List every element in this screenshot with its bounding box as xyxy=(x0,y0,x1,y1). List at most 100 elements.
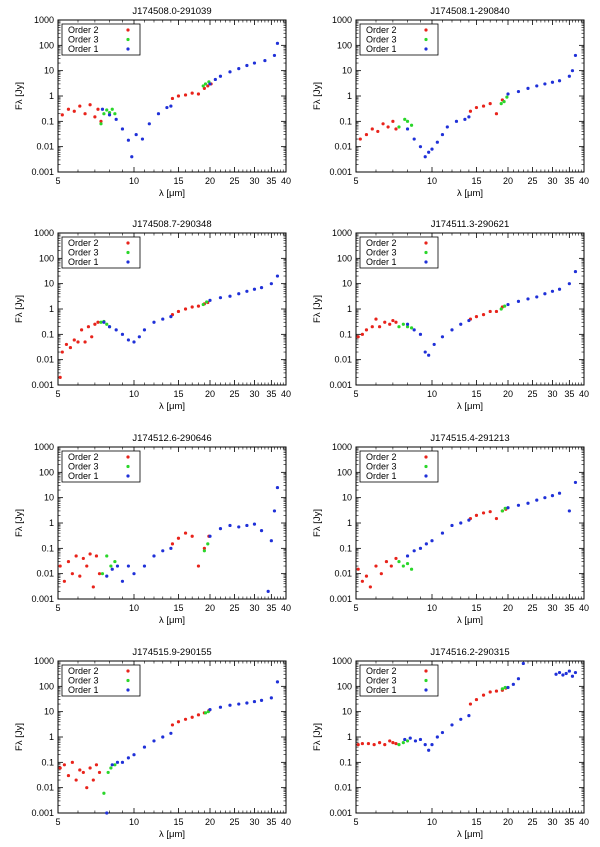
data-point xyxy=(557,491,562,495)
legend-marker xyxy=(126,28,130,32)
data-point xyxy=(412,328,416,332)
data-point xyxy=(550,289,555,293)
data-point xyxy=(401,322,405,326)
x-tick-label: 25 xyxy=(527,389,537,399)
x-tick-label: 20 xyxy=(205,603,215,613)
data-point xyxy=(132,753,136,757)
data-point xyxy=(503,506,507,510)
y-tick-label: 1 xyxy=(347,732,352,742)
data-point xyxy=(383,743,387,747)
data-point xyxy=(115,564,120,568)
panel: J174512.6-290646 0.001 0.01 0.1 1 10 100 1000 5 1… xyxy=(14,433,291,626)
y-tick-label: 1000 xyxy=(34,442,54,452)
data-point xyxy=(377,741,382,745)
y-tick-label: 0.1 xyxy=(339,757,352,767)
data-point xyxy=(208,708,212,712)
data-point xyxy=(405,739,410,743)
data-point xyxy=(409,123,414,127)
data-point xyxy=(424,542,428,546)
x-tick-label: 35 xyxy=(564,603,574,613)
data-point xyxy=(570,69,575,73)
y-tick-label: 0.001 xyxy=(31,808,54,818)
data-point xyxy=(377,325,382,329)
legend-marker xyxy=(424,241,428,245)
data-point xyxy=(368,585,372,589)
x-tick-label: 10 xyxy=(129,176,139,186)
data-point xyxy=(435,735,439,739)
data-point xyxy=(409,567,414,571)
data-point xyxy=(573,269,578,274)
series-order-2 xyxy=(356,507,508,589)
x-tick-label: 35 xyxy=(564,176,574,186)
data-point xyxy=(413,739,418,743)
x-tick-label: 15 xyxy=(173,389,183,399)
data-point xyxy=(176,536,181,540)
legend-marker xyxy=(126,464,130,469)
data-point xyxy=(397,125,401,129)
data-point xyxy=(99,119,103,123)
data-point xyxy=(467,115,471,119)
data-point xyxy=(156,112,161,116)
x-tick-label: 15 xyxy=(471,176,481,186)
y-axis-label: Fλ [Jy] xyxy=(14,723,25,751)
series-order-3 xyxy=(397,304,507,330)
x-tick-label: 25 xyxy=(229,176,239,186)
series-order-1 xyxy=(403,661,578,752)
x-tick-label: 5 xyxy=(55,603,60,613)
data-point xyxy=(176,94,181,98)
data-point xyxy=(430,147,434,151)
data-point xyxy=(202,549,206,553)
y-tick-label: 0.01 xyxy=(334,783,352,793)
data-point xyxy=(405,561,410,566)
data-point xyxy=(110,763,114,767)
data-point xyxy=(72,338,76,342)
data-point xyxy=(468,702,473,706)
data-point xyxy=(494,112,499,116)
data-point xyxy=(109,564,113,568)
y-tick-label: 1 xyxy=(49,518,54,528)
data-point xyxy=(573,670,578,675)
y-tick-label: 0.01 xyxy=(36,142,54,152)
data-point xyxy=(440,335,445,339)
data-point xyxy=(62,763,66,767)
series-order-2 xyxy=(356,305,504,339)
legend-marker xyxy=(126,455,130,459)
y-tick-label: 1000 xyxy=(34,228,54,238)
data-point xyxy=(115,760,120,764)
data-point xyxy=(494,689,499,693)
panel-title: J174508.0-291039 xyxy=(132,6,211,17)
data-point xyxy=(499,307,503,311)
y-axis-label: Fλ [Jy] xyxy=(312,295,323,323)
data-point xyxy=(66,559,71,564)
data-point xyxy=(450,328,454,332)
data-point xyxy=(72,109,76,113)
data-point xyxy=(58,564,62,568)
data-point xyxy=(356,743,360,747)
data-point xyxy=(96,320,100,324)
y-tick-label: 10 xyxy=(342,279,352,289)
data-point xyxy=(66,773,71,778)
data-point xyxy=(196,564,201,568)
data-point xyxy=(105,811,109,815)
y-tick-label: 1 xyxy=(347,518,352,528)
data-point xyxy=(183,717,188,721)
data-point xyxy=(275,680,280,684)
x-tick-label: 15 xyxy=(173,817,183,827)
series-order-1 xyxy=(405,480,578,558)
legend-label: Order 2 xyxy=(68,238,99,248)
data-point xyxy=(245,701,249,705)
legend-label: Order 2 xyxy=(366,238,397,248)
legend-marker xyxy=(126,250,130,255)
data-point xyxy=(397,743,401,747)
data-point xyxy=(526,501,530,505)
y-tick-label: 0.001 xyxy=(31,167,54,177)
x-tick-label: 10 xyxy=(129,389,139,399)
data-point xyxy=(81,556,85,561)
data-point xyxy=(228,70,232,74)
data-point xyxy=(564,671,568,676)
x-tick-label: 30 xyxy=(249,389,259,399)
y-tick-label: 0.01 xyxy=(334,355,352,365)
y-tick-label: 0.01 xyxy=(36,783,54,793)
data-point xyxy=(170,96,175,101)
legend-label: Order 2 xyxy=(68,666,99,676)
